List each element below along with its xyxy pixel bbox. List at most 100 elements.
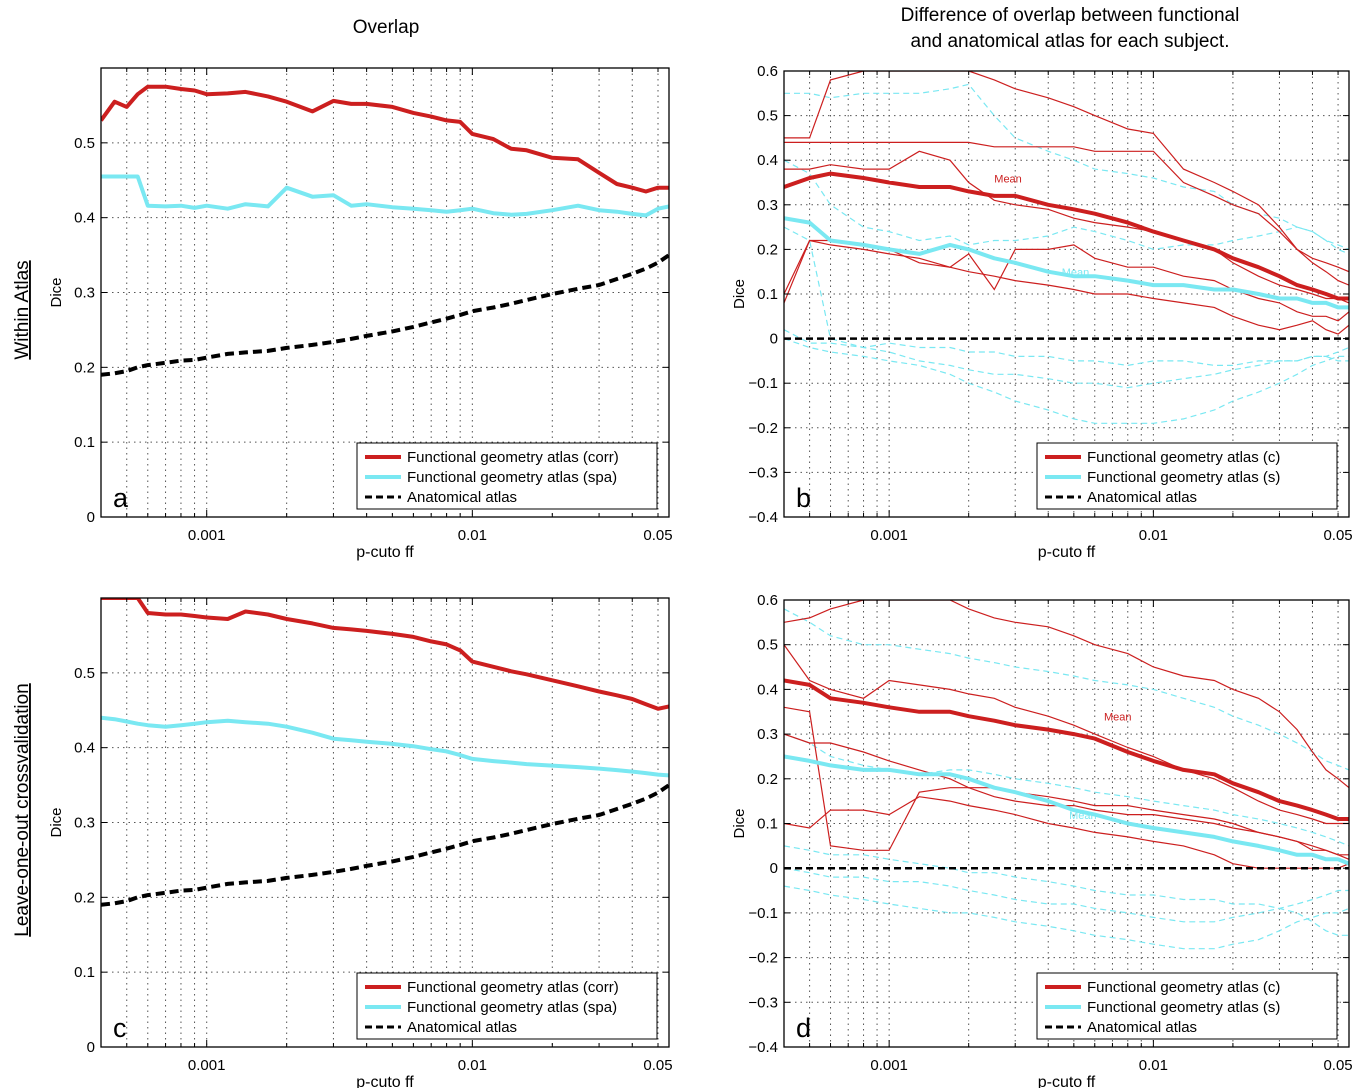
y-tick-label: −0.3: [748, 464, 778, 481]
y-tick-label: −0.3: [748, 994, 778, 1011]
series-line-cyan: [784, 754, 1349, 866]
series-line-red: [784, 678, 1349, 821]
panel-b: Mean Mean −0.4 −0.3 −0.2 −0.1 0 0.1 0.2 0.3 0.4 0.5…: [731, 63, 1353, 561]
subject-line-red: [784, 71, 1349, 273]
subject-line-red: [784, 644, 1349, 825]
y-tick-label: 0.3: [757, 726, 778, 743]
y-tick-label: 0: [770, 860, 778, 877]
y-tick-label: 0.4: [757, 152, 778, 169]
x-axis-label: p-cuto ff: [356, 544, 414, 561]
x-tick-label: 0.05: [1323, 527, 1352, 544]
series-line-cyan: [101, 715, 669, 778]
y-tick-label: 0.1: [74, 964, 95, 981]
annotation-mean: Mean: [1069, 810, 1097, 822]
x-tick-label: 0.01: [1139, 1057, 1168, 1074]
x-tick-label: 0.05: [1323, 1057, 1352, 1074]
y-tick-label: 0.2: [74, 889, 95, 906]
plot-area: [784, 600, 1349, 950]
y-tick-label: 0.1: [757, 816, 778, 833]
column-title-difference-line1: Difference of overlap between functional: [901, 5, 1240, 26]
panel-letter: b: [796, 483, 811, 513]
subject-line-red: [784, 706, 1349, 860]
y-tick-label: 0.2: [757, 771, 778, 788]
series-line-red: [101, 84, 669, 194]
y-tick-label: 0: [87, 1039, 95, 1056]
y-tick-label: 0: [770, 331, 778, 348]
legend: Functional geometry atlas (corr) Function…: [356, 972, 658, 1040]
row-label-within-atlas: Within Atlas: [12, 260, 33, 359]
x-tick-label: 0.05: [643, 1057, 672, 1074]
y-tick-label: 0.4: [757, 681, 778, 698]
panel-c: 0 0.1 0.2 0.3 0.4 0.5 0.001 0.01 0.05 p-cuto ff Di…: [48, 597, 673, 1088]
annotation-mean: Mean: [1104, 712, 1132, 724]
subject-line-red: [784, 239, 1349, 322]
subject-line-cyan: [784, 733, 1349, 847]
legend: Functional geometry atlas (corr) Function…: [356, 442, 658, 510]
y-tick-label: −0.2: [748, 420, 778, 437]
legend-label: Functional geometry atlas (spa): [407, 999, 617, 1016]
subject-line-cyan: [784, 329, 1349, 389]
plot-area: [101, 598, 669, 907]
y-tick-label: −0.1: [748, 375, 778, 392]
legend-label: Functional geometry atlas (corr): [407, 449, 619, 466]
y-tick-label: 0.4: [74, 210, 95, 227]
panel-d: Mean Mean −0.4 −0.3 −0.2 −0.1 0 0.1 0.2 0.3 0.4 0.5…: [731, 592, 1353, 1088]
legend: Functional geometry atlas (c) Functional …: [1036, 442, 1338, 510]
y-tick-label: 0: [87, 509, 95, 526]
x-tick-label: 0.001: [870, 1057, 908, 1074]
column-title-difference-line2: and anatomical atlas for each subject.: [911, 31, 1230, 52]
y-tick-label: 0.1: [757, 286, 778, 303]
series-line-cyan: [784, 216, 1349, 310]
series-line-cyan: [101, 174, 669, 218]
y-tick-label: 0.3: [757, 197, 778, 214]
y-tick-label: −0.4: [748, 509, 778, 526]
legend-label: Functional geometry atlas (c): [1087, 449, 1280, 466]
subject-line-cyan: [784, 83, 1349, 250]
x-axis-label: p-cuto ff: [356, 1074, 414, 1088]
panel-letter: d: [796, 1013, 811, 1043]
y-tick-label: 0.1: [74, 434, 95, 451]
panel-letter: c: [113, 1013, 127, 1043]
y-tick-label: 0.6: [757, 592, 778, 609]
subject-line-red: [784, 600, 1349, 789]
series-line-red: [784, 171, 1349, 301]
legend-box: [356, 442, 658, 510]
subject-line-cyan: [784, 338, 1349, 424]
y-tick-label: −0.1: [748, 905, 778, 922]
y-tick-label: 0.3: [74, 815, 95, 832]
legend-box: [356, 972, 658, 1040]
subject-line-cyan: [784, 226, 1349, 367]
y-axis-label: Dice: [731, 279, 748, 309]
subject-line-red: [784, 239, 1349, 335]
legend-label: Functional geometry atlas (corr): [407, 979, 619, 996]
y-tick-label: 0.2: [757, 241, 778, 258]
plot-area: [101, 84, 669, 377]
legend-label: Functional geometry atlas (s): [1087, 999, 1280, 1016]
panels: 0 0.1 0.2 0.3 0.4 0.5 0.001 0.01 0.05 p-cuto ff Di…: [48, 63, 1353, 1088]
x-axis-label: p-cuto ff: [1038, 544, 1096, 561]
legend-label: Anatomical atlas: [407, 489, 517, 506]
y-axis-label: Dice: [731, 808, 748, 838]
series-line-black: [101, 253, 669, 377]
panel-a: 0 0.1 0.2 0.3 0.4 0.5 0.001 0.01 0.05 p-cuto ff Di…: [48, 67, 673, 561]
y-axis-label: Dice: [48, 807, 65, 837]
legend-box: [1036, 442, 1338, 510]
legend-label: Anatomical atlas: [407, 1019, 517, 1036]
x-tick-label: 0.01: [1139, 527, 1168, 544]
series-line-red: [101, 598, 669, 711]
x-tick-label: 0.05: [643, 527, 672, 544]
subject-line-cyan: [784, 845, 1349, 936]
y-tick-label: 0.4: [74, 740, 95, 757]
y-axis-label: Dice: [48, 277, 65, 307]
x-tick-label: 0.001: [870, 527, 908, 544]
subject-line-red: [784, 733, 1349, 856]
legend-label: Anatomical atlas: [1087, 489, 1197, 506]
series-line-black: [101, 783, 669, 907]
y-tick-label: 0.6: [757, 63, 778, 80]
y-tick-label: 0.5: [74, 665, 95, 682]
subject-line-red: [784, 141, 1349, 286]
x-tick-label: 0.01: [458, 1057, 487, 1074]
grid: [100, 68, 669, 518]
subject-line-red: [784, 796, 1349, 869]
